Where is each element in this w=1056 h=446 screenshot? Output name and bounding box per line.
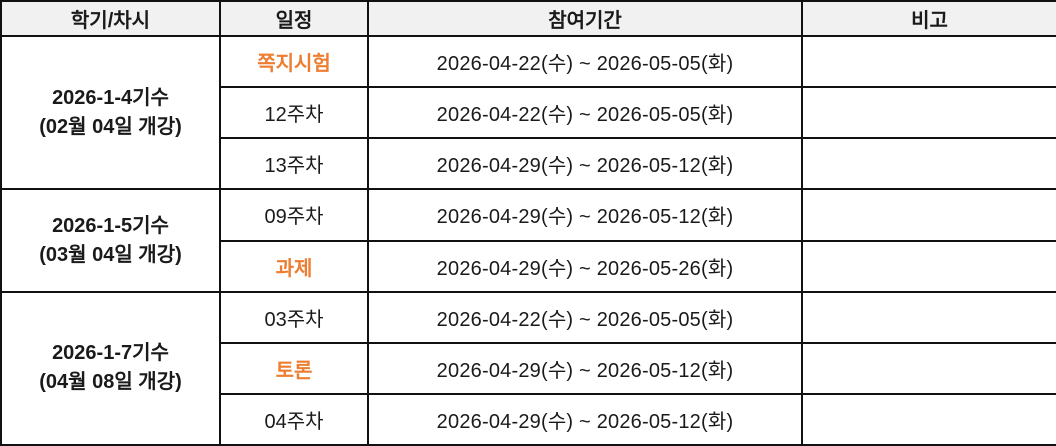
note-cell [801, 86, 1056, 140]
header-period: 참여기간 [367, 0, 803, 37]
note-cell [801, 341, 1056, 395]
period-cell: 2026-04-29(수) ~ 2026-05-26(화) [367, 239, 803, 293]
period-cell: 2026-04-29(수) ~ 2026-05-12(화) [367, 137, 803, 191]
table-row: 토론 2026-04-29(수) ~ 2026-05-12(화) [1, 341, 1056, 395]
semester-start-date: (02월 04일 개강) [39, 115, 182, 138]
table-body: 2026-1-4기수 (02월 04일 개강) 쪽지시험 2026-04-22(수) … [0, 34, 1056, 446]
schedule-cell: 12주차 [219, 86, 369, 140]
schedule-cell: 09주차 [219, 188, 369, 242]
note-cell [801, 239, 1056, 293]
note-cell [801, 392, 1056, 446]
header-semester: 학기/차시 [0, 0, 221, 37]
table-row: 04주차 2026-04-29(수) ~ 2026-05-12(화) [1, 392, 1056, 446]
note-cell [801, 188, 1056, 242]
period-cell: 2026-04-29(수) ~ 2026-05-12(화) [367, 188, 803, 242]
table-row: 2026-1-7기수 (04월 08일 개강) 03주차 2026-04-22(수) … [0, 290, 1056, 446]
schedule-cell: 과제 [219, 239, 369, 293]
header-row: 학기/차시 일정 참여기간 비고 [0, 0, 1056, 37]
period-cell: 2026-04-22(수) ~ 2026-05-05(화) [367, 290, 803, 344]
schedule-cell: 13주차 [219, 137, 369, 191]
note-cell [801, 290, 1056, 344]
semester-label: 2026-1-7기수 [52, 342, 169, 365]
table-row: 2026-1-5기수 (03월 04일 개강) 09주차 2026-04-29(수) … [0, 188, 1056, 293]
period-cell: 2026-04-29(수) ~ 2026-05-12(화) [367, 341, 803, 395]
header-note: 비고 [801, 0, 1056, 37]
period-cell: 2026-04-22(수) ~ 2026-05-05(화) [367, 34, 803, 89]
schedule-cell: 03주차 [219, 290, 369, 344]
semester-label: 2026-1-5기수 [52, 214, 169, 237]
period-cell: 2026-04-29(수) ~ 2026-05-12(화) [367, 392, 803, 446]
table-row: 2026-1-4기수 (02월 04일 개강) 쪽지시험 2026-04-22(수) … [0, 34, 1056, 191]
note-cell [801, 34, 1056, 89]
semester-start-date: (04월 08일 개강) [39, 371, 182, 394]
period-cell: 2026-04-22(수) ~ 2026-05-05(화) [367, 86, 803, 140]
schedule-cell: 04주차 [219, 392, 369, 446]
table-row: 13주차 2026-04-29(수) ~ 2026-05-12(화) [1, 137, 1056, 191]
table-row: 과제 2026-04-29(수) ~ 2026-05-26(화) [1, 239, 1056, 293]
note-cell [801, 137, 1056, 191]
semester-cell: 2026-1-4기수 (02월 04일 개강) [0, 34, 221, 191]
semester-start-date: (03월 04일 개강) [39, 243, 182, 266]
header-schedule: 일정 [219, 0, 369, 37]
schedule-cell: 쪽지시험 [219, 34, 369, 89]
table-header: 학기/차시 일정 참여기간 비고 [0, 0, 1056, 37]
semester-cell: 2026-1-5기수 (03월 04일 개강) [0, 188, 221, 293]
semester-cell: 2026-1-7기수 (04월 08일 개강) [0, 290, 221, 446]
schedule-cell: 토론 [219, 341, 369, 395]
semester-label: 2026-1-4기수 [52, 86, 169, 109]
